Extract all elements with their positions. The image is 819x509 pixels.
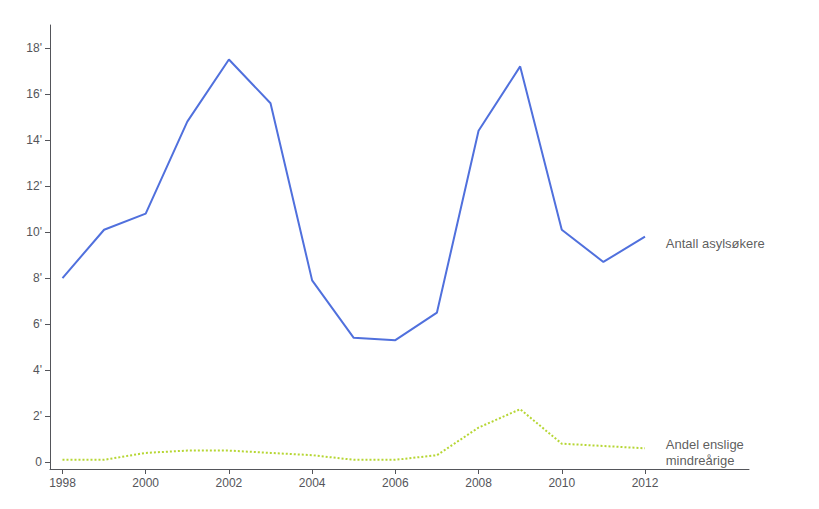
svg-text:2002: 2002 [216,476,243,490]
svg-text:2010: 2010 [548,476,575,490]
svg-text:2': 2' [33,409,42,423]
svg-text:16': 16' [26,87,42,101]
svg-text:2008: 2008 [465,476,492,490]
svg-text:2012: 2012 [632,476,659,490]
svg-text:4': 4' [33,363,42,377]
svg-text:8': 8' [33,271,42,285]
svg-text:12': 12' [26,179,42,193]
svg-text:10': 10' [26,225,42,239]
svg-text:2006: 2006 [382,476,409,490]
svg-text:Andel enslige: Andel enslige [666,437,744,452]
svg-text:14': 14' [26,133,42,147]
svg-text:mindreårige: mindreårige [666,453,735,468]
svg-text:2000: 2000 [132,476,159,490]
svg-text:1998: 1998 [49,476,76,490]
svg-text:2004: 2004 [299,476,326,490]
svg-text:6': 6' [33,317,42,331]
svg-text:18': 18' [26,41,42,55]
svg-text:Antall asylsøkere: Antall asylsøkere [666,236,765,251]
svg-text:0: 0 [35,455,42,469]
